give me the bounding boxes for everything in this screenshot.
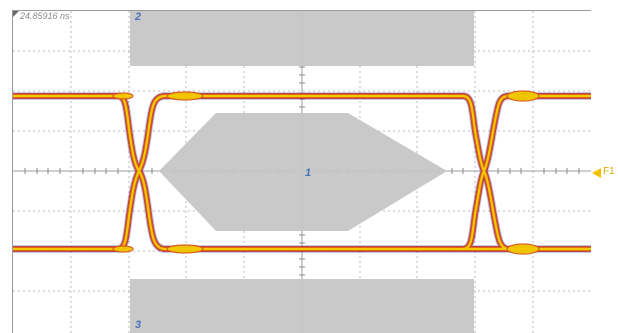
eye-diagram-traces (13, 90, 591, 255)
mask-zone-top-label: 2 (135, 11, 142, 23)
corner-triangle-icon (13, 11, 19, 17)
eye-diagram-plot (13, 11, 591, 333)
triangle-left-icon (592, 168, 601, 178)
mask-zone-bottom-label: 3 (135, 319, 142, 331)
mask-zone-center-label: 1 (305, 167, 312, 179)
waveform-screen (12, 10, 591, 333)
mask-zone-center (159, 113, 447, 231)
trace-marker-label: F1 (603, 166, 615, 177)
mask-zone-top (130, 11, 474, 66)
timestamp-readout: 24.85916 ns (20, 11, 70, 21)
mask-regions (130, 11, 474, 333)
mask-zone-bottom (130, 279, 474, 333)
